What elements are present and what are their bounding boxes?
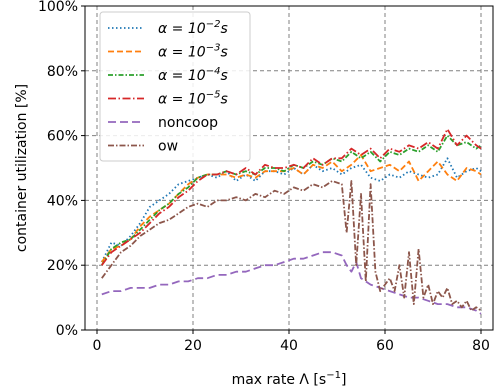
y-tick-label: 20% xyxy=(47,258,78,274)
legend: α = 10−2s α = 10−3s α = 10−4s α = 10−5s nonc… xyxy=(99,11,251,162)
x-tick-label: 60 xyxy=(376,338,394,354)
x-axis-label: max rate Λ [s−1] xyxy=(232,370,347,388)
x-tick-label: 20 xyxy=(184,338,202,354)
x-tick-label: 40 xyxy=(280,338,298,354)
legend-label: α = 10−2s xyxy=(158,19,228,37)
series-line-5 xyxy=(101,180,482,312)
x-tick-label: 80 xyxy=(472,338,490,354)
y-axis-label: container utilization [%] xyxy=(14,84,30,252)
y-tick-label: 100% xyxy=(38,0,78,15)
legend-label: α = 10−5s xyxy=(158,90,228,108)
series-line-0 xyxy=(100,157,482,263)
plot-series xyxy=(100,128,482,315)
series-line-1 xyxy=(101,154,482,263)
y-tick-label: 80% xyxy=(47,64,78,80)
y-tick-label: 60% xyxy=(47,129,78,145)
legend-label: α = 10−4s xyxy=(158,66,228,84)
series-line-4 xyxy=(101,251,482,315)
legend-label: α = 10−3s xyxy=(158,43,228,61)
y-tick-label: 40% xyxy=(47,193,78,209)
y-tick-label: 0% xyxy=(56,323,78,339)
legend-box xyxy=(99,11,251,162)
series-line-3 xyxy=(101,128,482,266)
legend-label: noncoop xyxy=(158,115,218,131)
y-axis-ticks: 0% 20% 40% 60% 80% 100% xyxy=(38,0,85,339)
x-tick-label: 0 xyxy=(93,338,102,354)
legend-label: ow xyxy=(158,139,178,155)
x-axis-ticks: 0 20 40 60 80 xyxy=(93,330,490,354)
grid-lines xyxy=(85,5,493,331)
